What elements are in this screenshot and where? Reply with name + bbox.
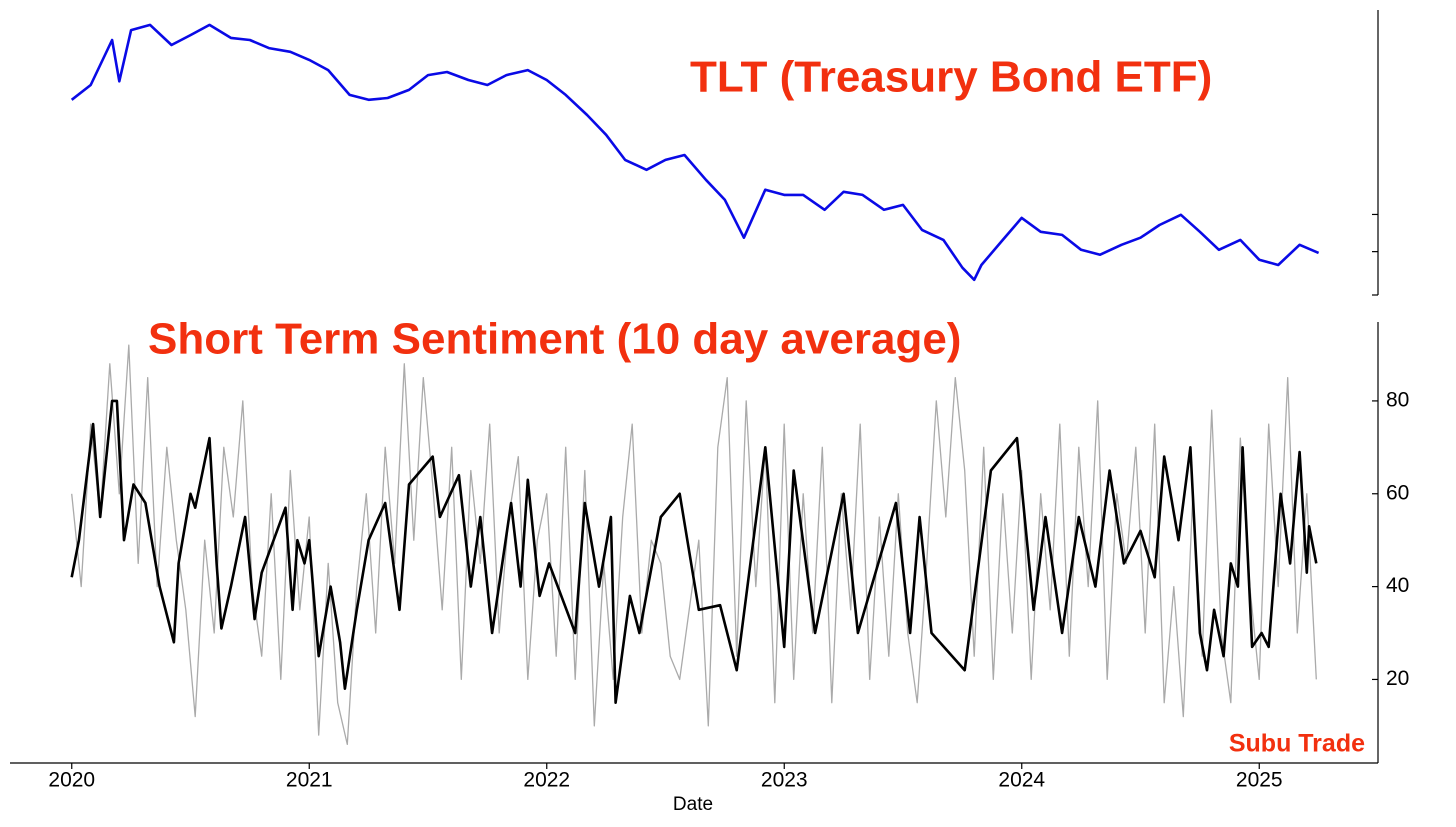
chart-title: Short Term Sentiment (10 day average) [148, 315, 961, 364]
data-line [70, 399, 1318, 704]
x-tick-label: 2022 [523, 769, 570, 792]
x-tick-label: 2020 [48, 769, 95, 792]
y-tick-label: 20 [1386, 667, 1409, 690]
y-tick-label: 40 [1386, 574, 1409, 597]
data-line [71, 344, 1317, 746]
data-line [70, 23, 1320, 282]
y-tick-label: 80 [1386, 388, 1409, 411]
chart-title: TLT (Treasury Bond ETF) [690, 53, 1212, 102]
x-axis-label: Date [673, 794, 713, 815]
attribution: Subu Trade [1229, 730, 1365, 758]
y-tick-label: 60 [1386, 481, 1409, 504]
x-tick-label: 2025 [1236, 769, 1283, 792]
x-tick-label: 2023 [761, 769, 808, 792]
x-tick-label: 2021 [286, 769, 333, 792]
x-tick-label: 2024 [998, 769, 1045, 792]
